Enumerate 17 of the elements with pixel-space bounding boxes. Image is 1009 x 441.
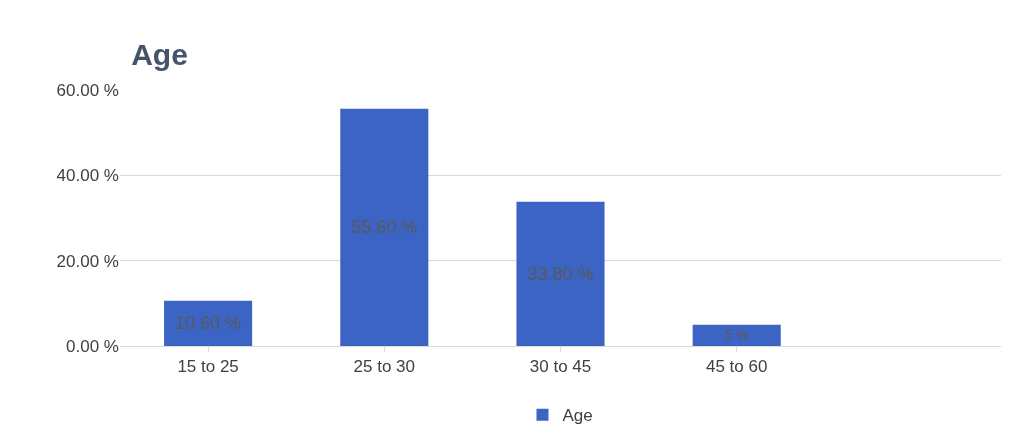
chart-title: Age	[131, 38, 188, 72]
y-tick-label: 60.00 %	[56, 80, 119, 100]
x-tick-label: 25 to 30	[353, 357, 416, 377]
x-tick-label: 30 to 45	[529, 357, 592, 377]
legend-label: Age	[562, 406, 593, 426]
data-label: 5 %	[724, 327, 749, 343]
x-tick-label: 15 to 25	[177, 357, 239, 377]
y-tick-label: 0.00 %	[66, 336, 119, 356]
y-tick-label: 40.00 %	[56, 166, 119, 186]
x-tick-label: 45 to 60	[705, 357, 768, 377]
data-label: 33.80 %	[527, 263, 594, 284]
bar	[516, 201, 605, 346]
bar	[340, 108, 429, 346]
data-label: 10.60 %	[175, 313, 242, 334]
bar	[692, 324, 781, 346]
y-tick-label: 20.00 %	[56, 251, 119, 271]
data-label: 55.60 %	[351, 217, 418, 238]
